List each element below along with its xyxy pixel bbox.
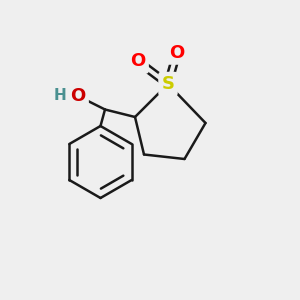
Text: O: O [169,44,184,62]
Text: O: O [70,87,86,105]
Text: O: O [130,52,146,70]
Text: S: S [161,75,175,93]
Text: H: H [54,88,66,104]
